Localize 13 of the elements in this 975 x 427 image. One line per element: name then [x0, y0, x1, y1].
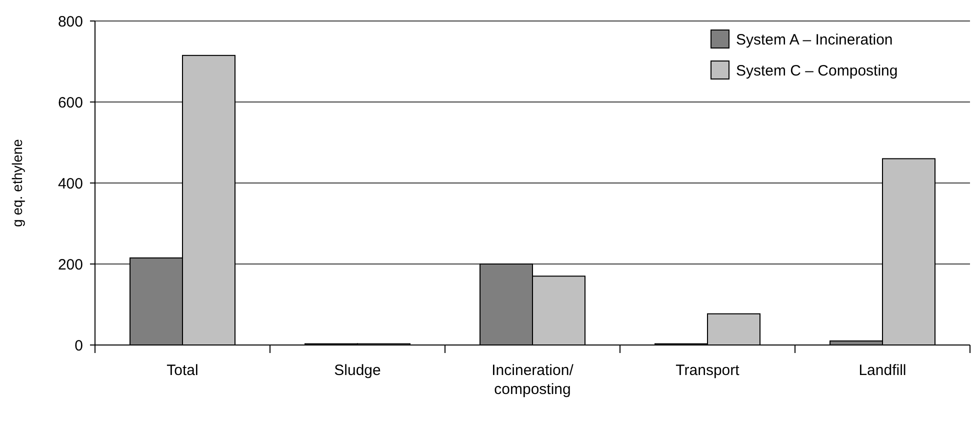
- y-tick-label: 200: [58, 256, 83, 274]
- x-tick-label: Sludge: [334, 362, 381, 379]
- y-tick-label: 600: [58, 94, 83, 112]
- y-tick-label: 800: [58, 13, 83, 30]
- y-axis-title: g eq. ethylene: [9, 138, 25, 227]
- x-tick-label: Total: [166, 362, 198, 379]
- legend-label: System C – Composting: [736, 62, 898, 80]
- x-tick-label: Transport: [676, 362, 740, 379]
- x-tick-label: Landfill: [858, 362, 906, 379]
- legend-label: System A – Incineration: [736, 31, 893, 48]
- y-tick-label: 400: [58, 175, 83, 192]
- y-tick-label: 0: [74, 337, 83, 354]
- x-tick-label: Incineration/ composting: [492, 362, 574, 398]
